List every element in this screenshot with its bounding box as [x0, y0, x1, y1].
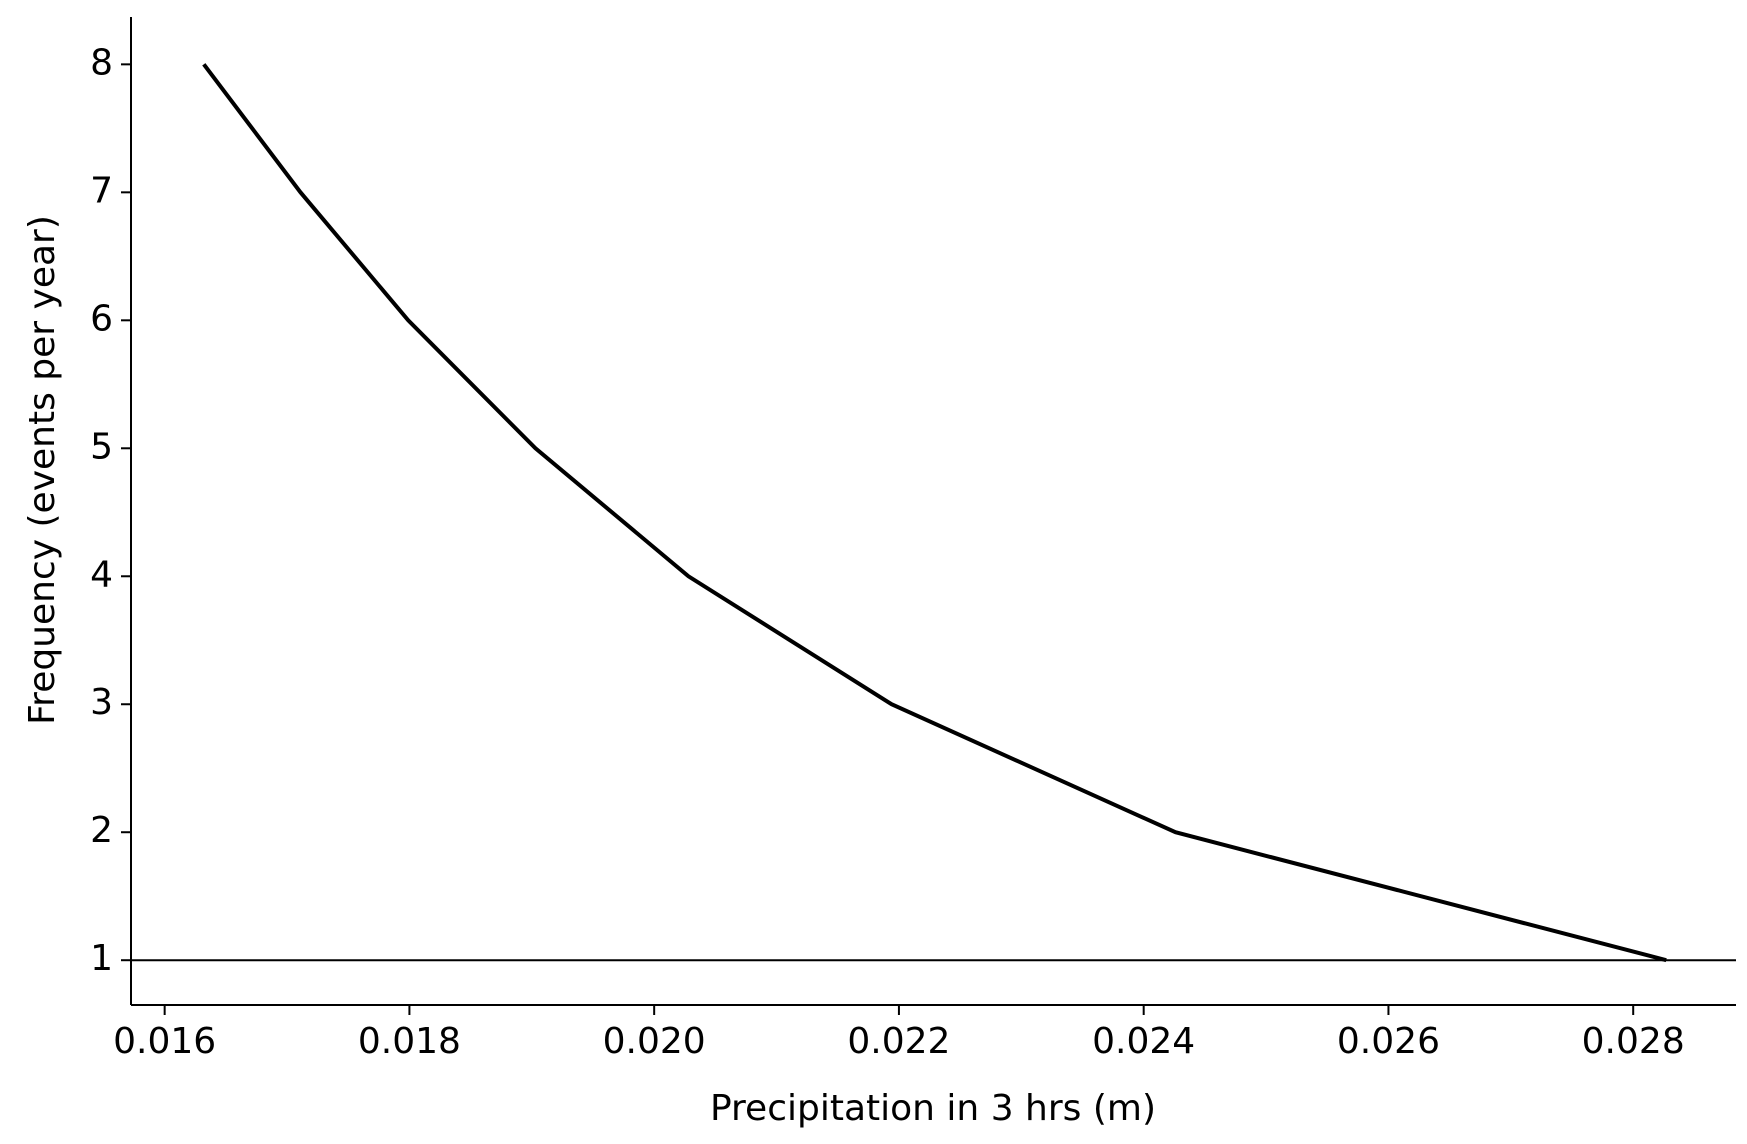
- x-tick-label: 0.024: [1092, 1021, 1195, 1062]
- x-tick-label: 0.018: [358, 1021, 461, 1062]
- y-tick-label: 1: [90, 938, 113, 979]
- y-axis-label: Frequency (events per year): [22, 215, 63, 725]
- data-line: [202, 63, 1667, 963]
- x-tick-label: 0.020: [603, 1021, 706, 1062]
- y-tick-label: 2: [90, 810, 113, 851]
- x-tick-label: 0.026: [1337, 1021, 1440, 1062]
- y-tick-label: 4: [90, 554, 113, 595]
- x-tick-label: 0.022: [847, 1021, 950, 1062]
- y-tick-label: 5: [90, 426, 113, 467]
- y-tick-label: 7: [90, 170, 113, 211]
- y-tick-label: 6: [90, 298, 113, 339]
- y-tick-label: 8: [90, 42, 113, 83]
- x-axis-label: Precipitation in 3 hrs (m): [710, 1088, 1156, 1129]
- y-tick-label: 3: [90, 682, 113, 723]
- x-tick-label: 0.016: [113, 1021, 216, 1062]
- x-tick-label: 0.028: [1582, 1021, 1685, 1062]
